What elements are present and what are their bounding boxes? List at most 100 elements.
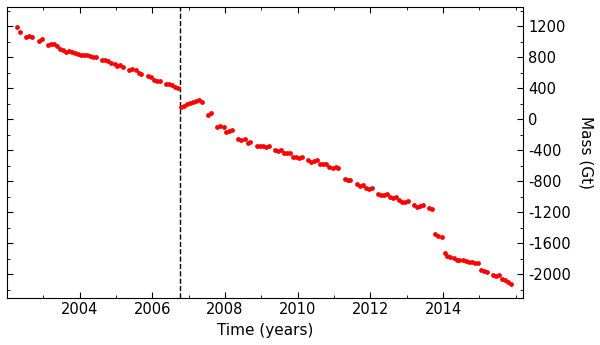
Point <box>22 34 31 40</box>
Point <box>46 41 55 47</box>
Point <box>91 54 101 60</box>
Point <box>276 148 286 153</box>
Point <box>113 63 122 69</box>
Point <box>331 165 340 170</box>
Point <box>376 192 386 198</box>
Point <box>373 191 383 197</box>
Point <box>304 158 313 163</box>
Point <box>34 38 43 44</box>
Point <box>397 199 407 204</box>
Point <box>188 99 198 105</box>
Point <box>415 204 425 209</box>
Point <box>297 155 307 160</box>
Point <box>73 51 83 57</box>
Point <box>295 155 304 161</box>
Point <box>452 257 461 263</box>
Point <box>219 124 229 130</box>
Point <box>437 234 446 240</box>
Point <box>227 127 237 133</box>
Point <box>221 129 231 135</box>
Point <box>167 82 177 88</box>
Point <box>76 52 86 58</box>
Point <box>325 165 334 170</box>
Point <box>461 258 470 264</box>
Point <box>500 277 510 283</box>
Point <box>131 67 140 73</box>
Point <box>497 276 507 282</box>
Point <box>58 47 68 52</box>
Point <box>16 29 25 34</box>
Point <box>403 198 413 204</box>
Point <box>449 255 458 261</box>
Point <box>106 60 116 66</box>
Point <box>458 257 467 263</box>
Point <box>443 253 452 258</box>
Point <box>394 197 404 203</box>
Point <box>313 158 322 163</box>
Point <box>152 78 161 83</box>
Y-axis label: Mass (Gt): Mass (Gt) <box>578 116 593 189</box>
Point <box>282 151 292 156</box>
Point <box>82 52 92 58</box>
Point <box>170 84 179 90</box>
Point <box>319 161 328 167</box>
Point <box>179 103 189 109</box>
Point <box>104 58 113 63</box>
Point <box>88 55 98 60</box>
Point <box>37 36 47 41</box>
Point <box>355 183 364 188</box>
Point <box>212 124 222 130</box>
Point <box>194 98 204 103</box>
Point <box>64 48 74 54</box>
Point <box>309 158 319 164</box>
Point <box>164 82 173 87</box>
Point <box>100 57 110 62</box>
Point <box>55 46 64 51</box>
Point <box>13 24 22 30</box>
X-axis label: Time (years): Time (years) <box>217 323 313 338</box>
Point <box>203 112 213 117</box>
Point <box>479 268 488 274</box>
Point <box>427 207 437 212</box>
Point <box>28 34 37 40</box>
Point <box>236 137 246 142</box>
Point <box>191 98 201 104</box>
Point <box>382 191 392 197</box>
Point <box>176 104 186 110</box>
Point <box>215 124 225 129</box>
Point <box>233 136 243 141</box>
Point <box>25 33 34 39</box>
Point <box>67 49 77 54</box>
Point <box>264 144 274 149</box>
Point <box>446 255 455 260</box>
Point <box>343 177 352 183</box>
Point <box>97 58 107 63</box>
Point <box>61 49 71 55</box>
Point <box>418 203 428 208</box>
Point <box>279 150 289 156</box>
Point <box>286 150 295 156</box>
Point <box>379 192 389 197</box>
Point <box>434 234 443 239</box>
Point <box>470 260 479 266</box>
Point <box>270 148 280 153</box>
Point <box>494 273 504 278</box>
Point <box>409 203 419 208</box>
Point <box>182 101 192 107</box>
Point <box>240 136 250 141</box>
Point <box>197 99 207 105</box>
Point <box>70 51 80 56</box>
Point <box>364 186 374 192</box>
Point <box>128 67 137 72</box>
Point <box>455 258 464 263</box>
Point <box>440 251 449 256</box>
Point <box>431 231 440 237</box>
Point <box>503 279 513 285</box>
Point <box>273 148 283 154</box>
Point <box>85 53 95 59</box>
Point <box>316 161 325 166</box>
Point <box>43 42 52 48</box>
Point <box>137 71 146 76</box>
Point <box>292 155 301 160</box>
Point <box>358 182 368 188</box>
